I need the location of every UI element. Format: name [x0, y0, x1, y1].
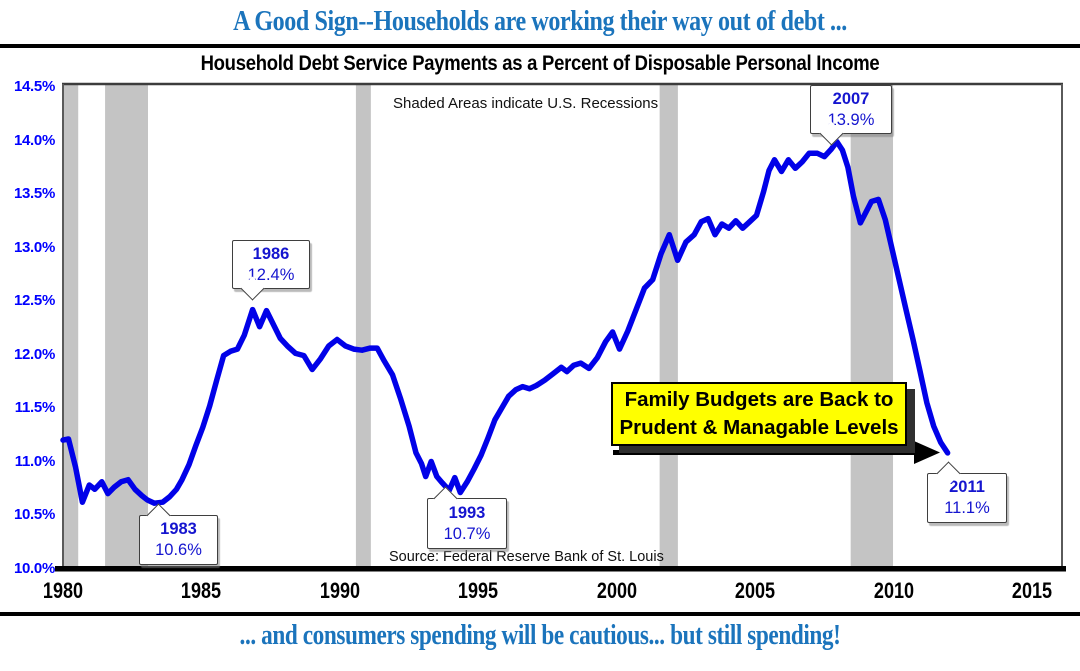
highlight-line-1: Family Budgets are Back to [624, 388, 894, 411]
callout-value: 10.6% [155, 541, 202, 559]
y-tick-label: 13.0% [13, 238, 55, 256]
bottom-divider [0, 612, 1080, 616]
y-tick-label: 10.0% [13, 559, 55, 577]
x-tick-label: 2010 [873, 578, 914, 603]
x-tick-label: 2015 [1011, 578, 1053, 603]
callout-value: 11.1% [944, 499, 990, 517]
recession-band [63, 84, 79, 569]
x-tick-label: 1995 [458, 578, 499, 603]
recession-band [850, 84, 894, 569]
y-tick-label: 14.0% [13, 131, 55, 149]
x-tick-label: 1990 [319, 578, 360, 603]
highlight-line-2: Prudent & Managable Levels [619, 416, 899, 439]
x-tick-label: 2005 [735, 578, 776, 603]
callout-value: 13.9% [827, 110, 875, 129]
recession-note: Shaded Areas indicate U.S. Recessions [393, 95, 659, 112]
x-tick-label: 2000 [596, 578, 637, 603]
top-divider [0, 44, 1080, 48]
callout-year: 1983 [160, 520, 197, 538]
arrow-head [914, 441, 940, 464]
recession-band [355, 84, 371, 569]
x-tick-label: 1985 [181, 578, 222, 603]
callout-2007: 2007 13.9% [810, 85, 892, 146]
callout-1993: 1993 10.7% [427, 486, 507, 549]
debt-ratio-line [60, 138, 951, 506]
recession-band [659, 84, 678, 569]
y-tick-label: 13.5% [13, 185, 55, 202]
footer-caption: ... and consumers spending will be cauti… [239, 620, 841, 651]
callout-2011: 2011 11.1% [927, 461, 1007, 523]
y-tick-label: 10.5% [13, 506, 55, 523]
callout-1983: 1983 10.6% [139, 503, 218, 565]
x-tick-label: 1980 [42, 578, 84, 603]
callout-value: 10.7% [443, 524, 491, 543]
callout-year: 2007 [832, 89, 870, 108]
y-tick-label: 11.5% [14, 399, 56, 416]
callout-year: 1993 [448, 503, 486, 522]
callout-value: 12.4% [247, 265, 295, 284]
highlight-callout-box: Family Budgets are Back to Prudent & Man… [611, 382, 907, 446]
y-tick-label: 11.0% [14, 452, 56, 470]
y-tick-label: 12.0% [13, 345, 55, 363]
y-tick-label: 14.5% [13, 78, 55, 95]
callout-1986: 1986 12.4% [232, 240, 310, 301]
y-tick-label: 12.5% [13, 292, 55, 309]
callout-year: 1986 [252, 244, 290, 263]
x-axis-line [55, 566, 1066, 572]
page-title: A Good Sign--Households are working thei… [233, 5, 847, 37]
chart-title: Household Debt Service Payments as a Per… [200, 52, 880, 75]
callout-year: 2011 [949, 478, 985, 496]
source-note: Source: Federal Reserve Bank of St. Loui… [389, 549, 664, 565]
